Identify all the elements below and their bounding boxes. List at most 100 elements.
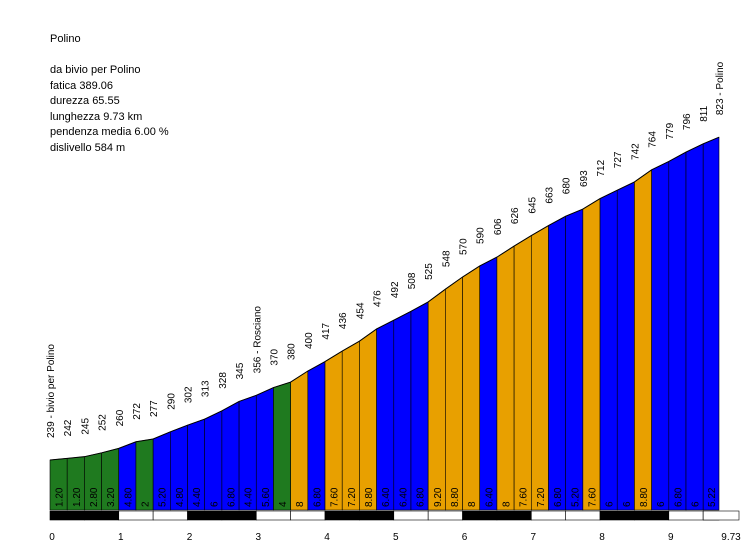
km-bar-block [221, 510, 257, 521]
elevation-label: 277 [149, 400, 160, 417]
elevation-label: 290 [166, 393, 177, 410]
gradient-label: 8.80 [364, 487, 375, 507]
elevation-label: 727 [613, 151, 624, 168]
km-bar-block [496, 510, 532, 521]
gradient-label: 6.80 [226, 487, 237, 507]
profile-segment [634, 169, 652, 511]
gradient-label: 6 [691, 501, 702, 507]
durezza-value: durezza 65.55 [50, 95, 120, 107]
gradient-label: 8.80 [639, 487, 650, 507]
elevation-label: 252 [98, 414, 109, 431]
km-scale-bar [49, 510, 740, 521]
gradient-label: 6.80 [312, 487, 323, 507]
profile-segment [359, 328, 377, 511]
gradient-label: 4.80 [175, 487, 186, 507]
gradient-label: 6 [605, 501, 616, 507]
profile-segments [49, 136, 720, 511]
profile-segment [599, 189, 618, 511]
elevation-label: 380 [287, 343, 298, 360]
elevation-label: 492 [390, 281, 401, 298]
x-tick-label: 5 [393, 532, 399, 543]
profile-segment [668, 151, 687, 511]
km-bar-block [290, 510, 326, 521]
lunghezza-value: lunghezza 9.73 km [50, 110, 143, 123]
profile-segment [462, 265, 481, 511]
x-tick-label: 6 [462, 532, 468, 543]
profile-segment [135, 438, 154, 511]
profile-segment [616, 181, 635, 511]
elevation-label: 400 [304, 332, 315, 349]
gradient-label: 8 [295, 501, 306, 507]
profile-segment [496, 245, 515, 511]
km-bar-block [565, 510, 601, 521]
elevation-label: 712 [596, 159, 607, 176]
start-point: da bivio per Polino [50, 64, 141, 76]
x-tick-label: 3 [255, 532, 261, 543]
gradient-label: 6.80 [673, 487, 684, 507]
gradient-label: 5.20 [570, 487, 581, 507]
x-tick-label: 4 [324, 532, 330, 543]
gradient-label: 7.20 [347, 487, 358, 507]
x-tick-label: 2 [187, 532, 193, 543]
elevation-label: 239 - bivio per Polino [46, 344, 57, 438]
km-bar-block [255, 510, 291, 521]
climb-info-panel: Polino da bivio per Polino fatica 389.06… [50, 32, 169, 156]
x-tick-label: 9.73 [721, 532, 741, 543]
km-bar-block [427, 510, 463, 521]
km-bar-block [668, 510, 704, 521]
elevation-label: 742 [630, 143, 641, 160]
gradient-label: 6 [656, 501, 667, 507]
gradient-label: 7.60 [519, 487, 530, 507]
profile-segment [204, 410, 223, 511]
gradient-label: 6 [209, 501, 220, 507]
elevation-label: 525 [424, 263, 435, 280]
elevation-label: 328 [218, 372, 229, 389]
elevation-label: 508 [407, 272, 418, 289]
elevation-label: 302 [184, 386, 195, 403]
gradient-label: 7.60 [587, 487, 598, 507]
elevation-label: 823 - Polino [715, 61, 726, 115]
profile-segment [376, 319, 395, 511]
elevation-label: 245 [80, 418, 91, 435]
elevation-label: 663 [544, 186, 555, 203]
km-bar-block [187, 510, 223, 521]
profile-segment [582, 197, 601, 511]
x-tick-label: 8 [599, 532, 605, 543]
gradient-label: 6 [622, 501, 633, 507]
gradient-label: 9.20 [433, 487, 444, 507]
elevation-label: 645 [527, 196, 538, 213]
elevation-label: 345 [235, 362, 246, 379]
profile-segment [410, 301, 429, 511]
km-bar-block [118, 510, 154, 521]
profile-segment [530, 225, 549, 511]
gradient-label: 6.80 [416, 487, 427, 507]
gradient-label: 8 [467, 501, 478, 507]
gradient-label: 7.60 [330, 487, 341, 507]
elevation-labels: 239 - bivio per Polino 242 245 252 260 272 277… [46, 61, 726, 438]
x-tick-labels: 0 1 2 3 4 5 6 7 8 9 9.73 [49, 532, 741, 543]
x-tick-label: 0 [49, 532, 55, 543]
elevation-label: 764 [648, 131, 659, 148]
gradient-label: 5.20 [158, 487, 169, 507]
elevation-label: 548 [441, 250, 452, 267]
elevation-label: 779 [665, 122, 676, 139]
x-tick-label: 7 [531, 532, 537, 543]
gradient-label: 6.40 [484, 487, 495, 507]
elevation-label: 680 [562, 177, 573, 194]
gradient-label: 8 [502, 501, 513, 507]
gradient-label: 6.40 [398, 487, 409, 507]
km-bar-block [152, 510, 188, 521]
elevation-label: 626 [510, 207, 521, 224]
gradient-label: 7.20 [536, 487, 547, 507]
elevation-label: 693 [579, 170, 590, 187]
elevation-label: 811 [699, 105, 710, 121]
km-bar-block [530, 510, 566, 521]
gradient-label: 6.40 [381, 487, 392, 507]
km-bar-block [702, 510, 740, 521]
profile-segment [685, 143, 704, 511]
gradient-label: 8.80 [450, 487, 461, 507]
elevation-label: 242 [63, 419, 74, 436]
gradient-label: 4.80 [123, 487, 134, 507]
gradient-labels: 1.20 1.20 2.80 3.20 4.80 2 5.20 4.80 4.40 6 6.80 4.… [55, 487, 718, 507]
